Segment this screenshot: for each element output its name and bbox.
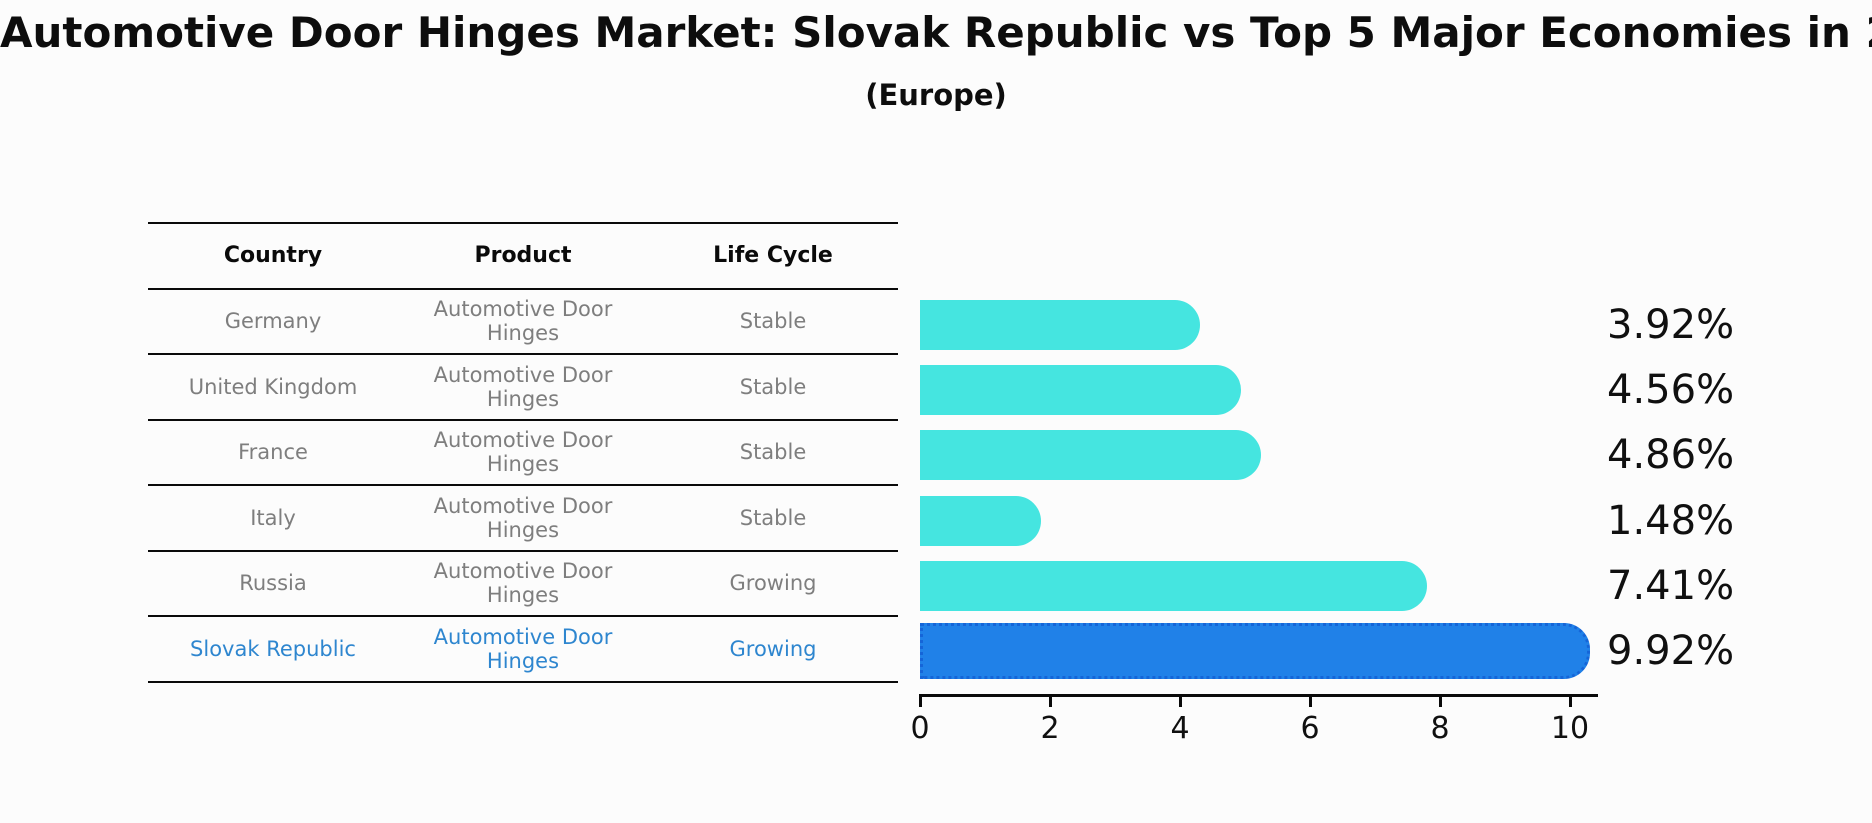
table-row-germany: Germany Automotive Door Hinges Stable <box>148 287 898 354</box>
cell-lifecycle: Growing <box>729 571 817 596</box>
column-header-product: Product <box>474 243 572 269</box>
bar-france <box>920 430 1261 481</box>
bar-italy <box>920 495 1042 546</box>
bar-germany <box>920 300 1200 350</box>
cell-lifecycle: Stable <box>739 505 807 530</box>
cell-lifecycle: Growing <box>729 636 817 661</box>
x-axis-tick-2 <box>1048 697 1052 707</box>
cell-lifecycle: Stable <box>739 440 807 465</box>
table-row-russia: Russia Automotive Door Hinges Growing <box>148 549 898 616</box>
value-label-italy: 1.48% <box>1607 497 1735 544</box>
column-header-lifecycle: Life Cycle <box>713 243 833 269</box>
x-axis-tick-label-8: 8 <box>1430 711 1450 746</box>
x-axis-tick-8 <box>1438 697 1442 707</box>
x-axis-tick-label-4: 4 <box>1170 711 1190 746</box>
x-axis-tick-label-0: 0 <box>910 711 930 746</box>
cell-country: Russia <box>239 571 307 596</box>
x-axis-tick-label-6: 6 <box>1300 711 1320 746</box>
bar-slovak-republic <box>920 623 1590 679</box>
table-row-france: France Automotive Door Hinges Stable <box>148 418 898 485</box>
country-table: Country Product Life Cycle Germany Autom… <box>148 222 898 683</box>
chart-subtitle: (Europe) <box>865 78 1007 112</box>
bar-united-kingdom <box>920 365 1242 416</box>
cell-country: United Kingdom <box>188 374 358 399</box>
cell-product: Automotive Door Hinges <box>433 362 613 411</box>
cell-product: Automotive Door Hinges <box>433 428 613 477</box>
cell-lifecycle: Stable <box>739 374 807 399</box>
x-axis-tick-label-10: 10 <box>1550 711 1590 746</box>
x-axis-tick-4 <box>1178 697 1182 707</box>
table-row-italy: Italy Automotive Door Hinges Stable <box>148 484 898 550</box>
chart-title: Automotive Door Hinges Market: Slovak Re… <box>0 8 1872 57</box>
table-row-slovak-republic: Slovak Republic Automotive Door Hinges G… <box>148 615 898 681</box>
bar-russia <box>920 560 1427 611</box>
cell-product: Automotive Door Hinges <box>433 559 613 608</box>
value-label-united-kingdom: 4.56% <box>1607 367 1735 414</box>
cell-product: Automotive Door Hinges <box>433 297 613 346</box>
table-header-row: Country Product Life Cycle <box>148 222 898 288</box>
cell-country: France <box>238 440 308 465</box>
column-header-country: Country <box>223 243 323 269</box>
value-label-russia: 7.41% <box>1607 562 1735 609</box>
cell-product: Automotive Door Hinges <box>433 493 613 542</box>
value-label-france: 4.86% <box>1607 432 1735 479</box>
table-row-united-kingdom: United Kingdom Automotive Door Hinges St… <box>148 353 898 419</box>
x-axis-tick-6 <box>1308 697 1312 707</box>
cell-country: Germany <box>224 309 322 334</box>
value-label-slovak-republic: 9.92% <box>1607 628 1735 674</box>
x-axis-tick-0 <box>918 697 922 707</box>
cell-lifecycle: Stable <box>739 309 807 334</box>
x-axis-tick-10 <box>1568 697 1572 707</box>
value-label-germany: 3.92% <box>1607 302 1735 348</box>
cell-product: Automotive Door Hinges <box>433 624 613 673</box>
cell-country: Italy <box>250 505 296 530</box>
cell-country: Slovak Republic <box>190 636 356 661</box>
x-axis-tick-label-2: 2 <box>1040 711 1060 746</box>
x-axis-line <box>919 694 1598 697</box>
